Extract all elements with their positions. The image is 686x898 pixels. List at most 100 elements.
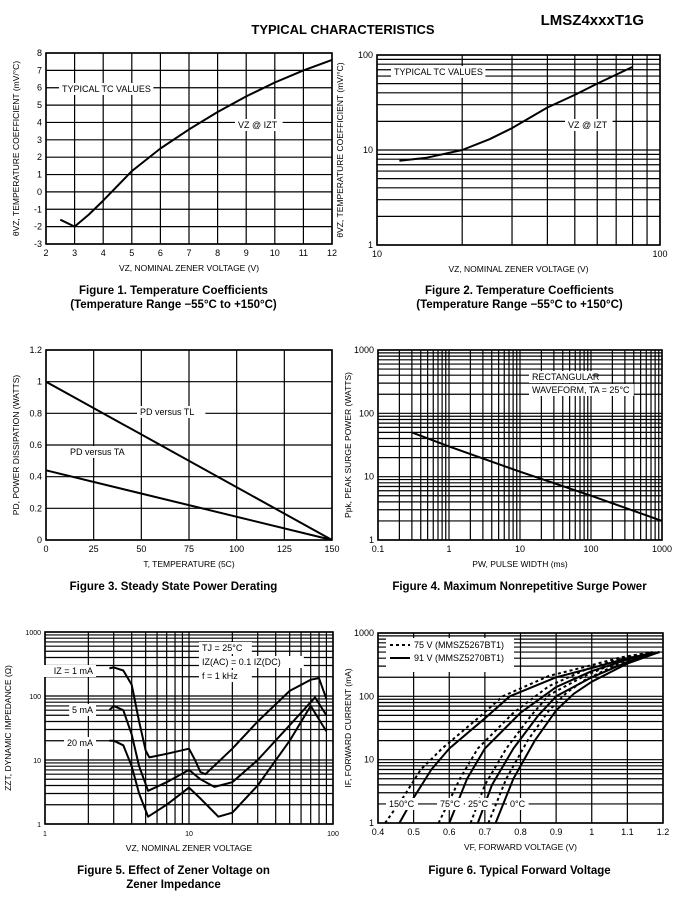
y-axis-label: IF, FORWARD CURRENT (mA) (343, 668, 353, 787)
x-axis-label: VZ, NOMINAL ZENER VOLTAGE (126, 843, 253, 853)
annotation-bg (529, 384, 634, 396)
label-bg (64, 737, 96, 749)
annotation-bg (235, 119, 283, 131)
annotation: TYPICAL TC VALUES (394, 67, 483, 77)
y-tick-label: 10 (364, 755, 374, 765)
y-tick-label: 10 (33, 758, 41, 765)
y-tick-label: 6 (37, 83, 42, 93)
y-tick-label: 5 (37, 100, 42, 110)
series-line (108, 696, 328, 792)
annotation: 150°C (389, 799, 415, 809)
label-bg (69, 704, 96, 716)
x-tick-label: 6 (158, 248, 163, 258)
series-line (59, 58, 333, 228)
annotation: VZ @ IZT (568, 120, 608, 130)
series-line (399, 65, 634, 162)
figure-6-caption: Figure 6. Typical Forward Voltage (348, 864, 686, 878)
y-tick-label: 1000 (25, 630, 41, 637)
y-tick-label: 0.8 (29, 408, 42, 418)
y-tick-label: 0 (37, 535, 42, 545)
y-tick-label: 1 (369, 818, 374, 828)
x-tick-label: 50 (136, 544, 146, 554)
legend-box (386, 638, 514, 672)
x-tick-label: 2 (43, 248, 48, 258)
plot-frame (45, 52, 333, 245)
x-tick-label: 11 (299, 248, 308, 258)
x-tick-label: 10 (372, 249, 382, 259)
figure-5-caption: Figure 5. Effect of Zener Voltage on Zen… (2, 864, 345, 892)
x-tick-label: 1 (43, 831, 47, 838)
series-line (437, 651, 653, 824)
x-tick-label: 1.2 (657, 827, 670, 837)
x-tick-label: 3 (72, 248, 77, 258)
annotation-bg (465, 798, 492, 810)
x-tick-label: 1.1 (621, 827, 634, 837)
x-tick-label: 25 (89, 544, 99, 554)
series-line (45, 469, 333, 541)
annotation-bg (199, 642, 252, 654)
y-axis-label: PD, POWER DISSIPATION (WATTS) (11, 375, 21, 516)
annotation: RECTANGULAR (532, 372, 600, 382)
caption-line: Figure 1. Temperature Coefficients (79, 285, 268, 297)
y-tick-label: 10 (364, 472, 374, 482)
chart-3: 0 25 50 75 100 125 150 0 0.2 0.4 0.6 0.8 1 1.2 T, TEMP… (11, 345, 340, 569)
x-tick-label: 100 (652, 249, 667, 259)
caption-line: (Temperature Range −55°C to +150°C) (70, 299, 277, 311)
plot-frame (376, 54, 661, 246)
annotation: 0°C (510, 799, 526, 809)
x-tick-label: 4 (101, 248, 106, 258)
x-tick-label: 10 (185, 831, 193, 838)
series-line (494, 651, 660, 824)
x-axis-label: VF, FORWARD VOLTAGE (V) (464, 842, 577, 852)
figure-2-caption: Figure 2. Temperature Coefficients (Temp… (348, 284, 686, 312)
y-tick-label: -2 (34, 222, 42, 232)
annotation: PD versus TL (140, 407, 194, 417)
caption-line: Figure 6. Typical Forward Voltage (428, 865, 611, 877)
annotation-bg (67, 446, 136, 458)
x-axis-label: VZ, NOMINAL ZENER VOLTAGE (V) (119, 263, 259, 273)
series-label: 20 mA (67, 738, 93, 748)
annotation: f = 1 kHz (202, 671, 238, 681)
caption-line: Zener Impedance (126, 879, 221, 891)
x-tick-label: 5 (129, 248, 134, 258)
y-tick-label: -3 (34, 239, 42, 249)
y-tick-label: 10 (363, 145, 373, 155)
figure-3-caption: Figure 3. Steady State Power Derating (2, 580, 345, 594)
x-tick-label: 12 (327, 248, 337, 258)
x-axis-label: PW, PULSE WIDTH (ms) (472, 559, 568, 569)
y-tick-label: 1.2 (29, 345, 42, 355)
figure-1-caption: Figure 1. Temperature Coefficients (Temp… (2, 284, 345, 312)
annotation-bg (507, 798, 529, 810)
series-label: 5 mA (72, 705, 93, 715)
y-tick-label: 1 (37, 822, 41, 829)
caption-line: Figure 2. Temperature Coefficients (425, 285, 614, 297)
y-tick-label: 0.6 (29, 440, 42, 450)
plot-frame (377, 349, 663, 541)
legend-label: 75 V (MMSZ5267BT1) (414, 640, 504, 650)
y-tick-label: 1 (368, 240, 373, 250)
x-tick-label: 0.5 (407, 827, 420, 837)
x-tick-label: 0.6 (443, 827, 456, 837)
y-tick-label: 0.2 (29, 503, 42, 513)
y-tick-label: 1000 (354, 628, 374, 638)
annotation: IZ(AC) = 0.1 IZ(DC) (202, 657, 281, 667)
y-tick-label: 100 (359, 408, 374, 418)
annotation-bg (391, 66, 486, 78)
annotation-bg (137, 406, 206, 418)
legend-label: 91 V (MMSZ5270BT1) (414, 653, 504, 663)
annotation-bg (386, 798, 418, 810)
y-tick-label: 2 (37, 152, 42, 162)
y-tick-label: 1 (369, 535, 374, 545)
x-tick-label: 150 (324, 544, 339, 554)
x-tick-label: 0.8 (514, 827, 527, 837)
x-tick-label: 100 (327, 831, 339, 838)
y-tick-label: 4 (37, 117, 42, 127)
annotation: TJ = 25°C (202, 643, 243, 653)
y-tick-label: 1 (37, 170, 42, 180)
x-tick-label: 0.7 (479, 827, 492, 837)
x-tick-label: 0.1 (372, 544, 385, 554)
annotation: 25°C (468, 799, 489, 809)
y-axis-label: θVZ, TEMPERATURE COEFFICIENT (mV/°C) (335, 62, 345, 237)
